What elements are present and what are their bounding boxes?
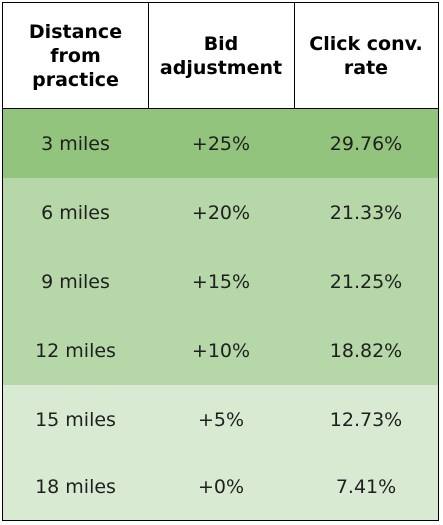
distance-cell: 9 miles [41,270,110,293]
distance-cell: 15 miles [35,408,116,431]
table-row: 12 miles +10% 18.82% [3,316,438,385]
click-conv-rate-cell: 21.33% [329,201,403,224]
header-distance: Distance from practice [3,3,148,108]
header-bottom-border [3,108,438,109]
table-header-row: Distance from practice Bid adjustment Cl… [3,3,438,108]
distance-cell: 3 miles [41,132,110,155]
header-bid-adjustment: Bid adjustment [148,3,294,108]
table-row: 3 miles +25% 29.76% [3,109,438,178]
bid-adjustment-cell: +25% [191,132,251,155]
distance-cell: 6 miles [41,201,110,224]
table-row: 6 miles +20% 21.33% [3,178,438,247]
header-divider-1 [148,3,149,108]
header-divider-2 [294,3,295,108]
bid-adjustment-cell: +20% [191,201,251,224]
table-row: 18 miles +0% 7.41% [3,454,438,520]
table-row: 9 miles +15% 21.25% [3,247,438,316]
click-conv-rate-cell: 7.41% [335,476,397,498]
click-conv-rate-cell: 18.82% [329,339,403,362]
bid-adjustment-cell: +0% [197,476,245,498]
distance-cell: 12 miles [35,339,116,362]
click-conv-rate-cell: 21.25% [329,270,403,293]
table-row: 15 miles +5% 12.73% [3,385,438,454]
distance-cell: 18 miles [35,476,116,498]
bid-adjustment-table: Distance from practice Bid adjustment Cl… [2,2,439,521]
header-click-conv-rate: Click conv. rate [294,3,438,108]
bid-adjustment-cell: +5% [197,408,245,431]
bid-adjustment-cell: +10% [191,339,251,362]
click-conv-rate-cell: 12.73% [329,408,403,431]
bid-adjustment-cell: +15% [191,270,251,293]
click-conv-rate-cell: 29.76% [329,132,403,155]
